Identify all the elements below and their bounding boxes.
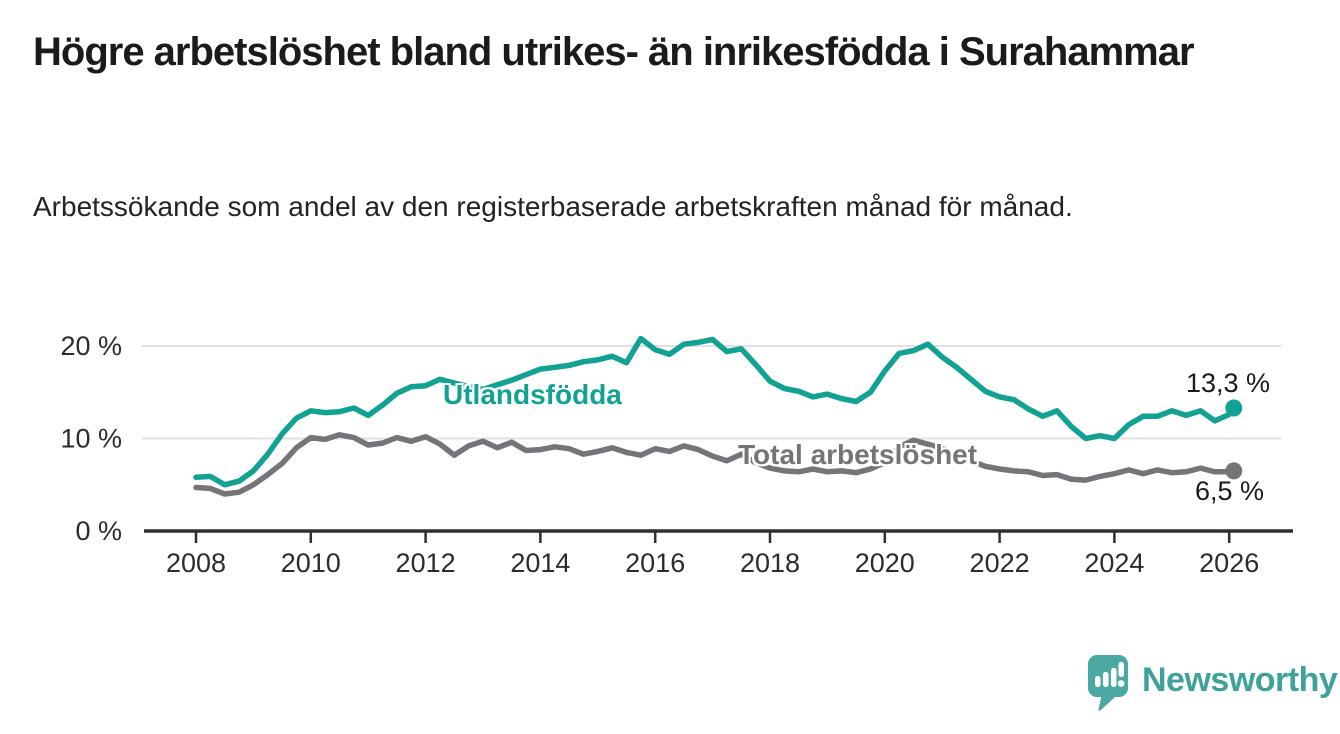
series-end-dot-total-arbetsloshet	[1225, 462, 1243, 480]
x-axis-label: 2026	[1199, 548, 1259, 578]
newsworthy-logo-icon	[1088, 655, 1128, 711]
logo-exclamation-dot	[1117, 680, 1125, 687]
logo-bar-3	[1111, 668, 1117, 687]
chart-area: 0 % 10 % 20 % 2008 2010 2012 2014 2016 2018 2020 2…	[0, 300, 1340, 610]
y-axis-label: 20 %	[60, 331, 122, 361]
x-axis-label: 2012	[396, 548, 456, 578]
x-axis-label: 2018	[740, 548, 800, 578]
chart-subtitle: Arbetssökande som andel av den registerb…	[33, 191, 1073, 222]
logo-bar-2	[1103, 672, 1109, 687]
chart-title: Högre arbetslöshet bland utrikes- än inr…	[33, 30, 1195, 74]
x-axis-label: 2022	[970, 548, 1030, 578]
series-line-total-arbetsloshet	[193, 432, 1237, 497]
x-axis-label: 2016	[625, 548, 685, 578]
x-axis-label: 2008	[166, 548, 226, 578]
y-axis-label: 10 %	[60, 424, 122, 454]
logo-exclamation-bar	[1118, 662, 1124, 677]
series-line-utlandsfodda	[193, 335, 1237, 488]
x-axis-label: 2024	[1084, 548, 1144, 578]
newsworthy-logo: Newsworthy	[1088, 655, 1338, 713]
logo-bar-1	[1095, 676, 1101, 687]
series-label-total-arbetsloshet: Total arbetslöshet	[738, 439, 978, 470]
x-axis-label: 2020	[855, 548, 915, 578]
line-chart: 0 % 10 % 20 % 2008 2010 2012 2014 2016 2018 2020 2…	[60, 331, 1293, 578]
series-label-utlandsfodda: Utlandsfödda	[443, 379, 622, 410]
end-value-total-arbetsloshet: 6,5 %	[1194, 476, 1264, 506]
x-axis-label: 2014	[510, 548, 570, 578]
end-value-utlandsfodda: 13,3 %	[1185, 368, 1270, 398]
x-axis-label: 2010	[281, 548, 341, 578]
newsworthy-logo-text: Newsworthy	[1142, 661, 1338, 699]
y-axis-label: 0 %	[75, 516, 122, 546]
series-end-dot-utlandsfodda	[1225, 399, 1243, 417]
